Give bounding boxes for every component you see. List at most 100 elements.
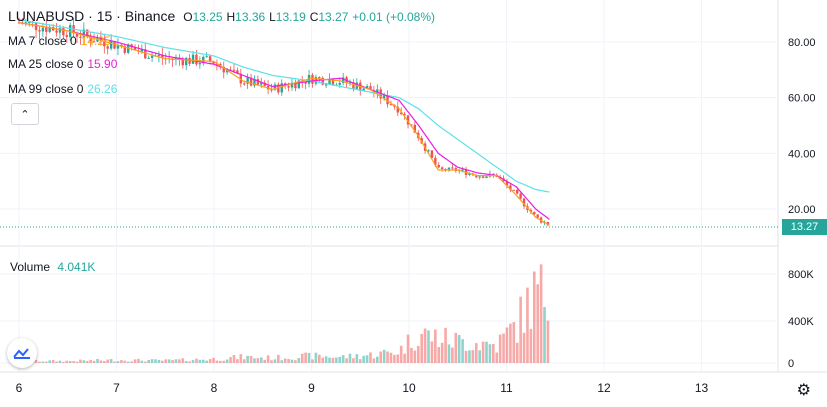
tradingview-logo-icon[interactable]: [7, 338, 37, 368]
volume-bar: [72, 361, 75, 363]
volume-bar: [229, 357, 232, 363]
volume-bar: [468, 350, 471, 363]
symbol-name[interactable]: LUNABUSD: [8, 8, 85, 24]
candle-body: [208, 56, 212, 62]
close-label: C: [309, 10, 319, 24]
volume-bar: [416, 345, 420, 363]
candle-body: [263, 82, 266, 86]
volume-bar: [526, 287, 529, 363]
volume-bar: [222, 360, 226, 363]
ma7-legend[interactable]: MA 7 close 0 14.25: [8, 34, 111, 48]
volume-bar: [297, 358, 301, 363]
candle-body: [396, 106, 399, 113]
candle-body: [273, 84, 277, 90]
volume-bar: [137, 358, 140, 363]
exchange-label: Binance: [124, 8, 176, 24]
volume-bar: [505, 327, 509, 363]
volume-bar: [103, 360, 106, 363]
candle-body: [45, 27, 48, 32]
volume-bar: [249, 355, 253, 363]
time-tick-label: 7: [113, 381, 120, 395]
candle-body: [58, 28, 62, 33]
volume-bar: [79, 359, 82, 363]
ma99-legend[interactable]: MA 99 close 0 26.26: [8, 82, 117, 96]
volume-bar: [454, 332, 458, 363]
candle-body: [161, 54, 164, 59]
volume-bar: [543, 307, 546, 363]
volume-bar: [236, 359, 239, 363]
candle-body: [113, 41, 116, 49]
ma99-value: 26.26: [87, 82, 118, 96]
candle-body: [123, 46, 126, 53]
candle-body: [185, 57, 188, 66]
candle-body: [150, 55, 154, 58]
collapse-legend-button[interactable]: ⌃: [11, 103, 39, 125]
candle-body: [338, 82, 341, 85]
volume-bar: [430, 341, 434, 363]
volume-bar: [536, 284, 539, 363]
candle-body: [236, 70, 239, 74]
volume-bar: [178, 359, 181, 363]
candle-body: [256, 79, 260, 85]
volume-bar: [362, 355, 365, 363]
volume-bar: [123, 360, 127, 363]
volume-bar: [65, 360, 69, 363]
candle-body: [389, 104, 393, 106]
volume-bar: [304, 352, 307, 363]
candle-body: [144, 49, 147, 59]
symbol-legend[interactable]: LUNABUSD · 15 · Binance O13.25 H13.36 L1…: [8, 8, 436, 24]
candle-body: [481, 176, 485, 178]
volume-bar: [328, 357, 331, 363]
candle-body: [62, 28, 65, 36]
price-tick-label: 80.00: [788, 37, 816, 49]
volume-bar: [263, 359, 266, 363]
settings-gear-icon[interactable]: ⚙: [796, 382, 811, 399]
volume-bar: [270, 360, 273, 363]
interval-label[interactable]: 15: [96, 8, 113, 24]
volume-bar: [34, 359, 38, 363]
volume-bar: [318, 354, 321, 363]
volume-bar: [256, 358, 260, 363]
volume-bar: [345, 358, 348, 363]
candle-body: [99, 38, 103, 41]
ma25-value: 15.90: [87, 57, 118, 71]
volume-bar: [399, 345, 403, 363]
candle-body: [86, 29, 89, 36]
volume-bar: [389, 352, 393, 363]
candle-body: [212, 61, 215, 64]
candle-body: [120, 44, 123, 47]
volume-bar: [96, 358, 99, 363]
volume-bar: [314, 352, 318, 363]
volume-bar: [519, 296, 522, 363]
volume-bar: [51, 360, 55, 363]
candle-body: [369, 86, 372, 91]
candle-body: [157, 54, 161, 56]
volume-legend[interactable]: Volume 4.041K: [10, 260, 95, 274]
volume-bar: [464, 350, 468, 363]
candle-body: [485, 176, 488, 178]
volume-bar: [307, 352, 311, 363]
candle-body: [437, 164, 440, 168]
ma25-legend[interactable]: MA 25 close 0 15.90: [8, 57, 117, 71]
low-label: L: [269, 10, 276, 24]
volume-bar: [208, 359, 212, 363]
candle-body: [174, 57, 178, 60]
candle-body: [92, 41, 96, 43]
volume-bar: [410, 347, 413, 363]
volume-bar: [532, 271, 536, 363]
candle-body: [147, 57, 150, 59]
price-tick-label: 40.00: [788, 148, 816, 160]
candle-body: [65, 35, 68, 38]
volume-bar: [55, 361, 58, 363]
volume-bar: [85, 360, 89, 363]
volume-bar: [447, 344, 451, 363]
volume-bar: [403, 353, 406, 363]
volume-bar: [92, 360, 96, 363]
candle-body: [522, 198, 526, 207]
volume-bar: [41, 361, 45, 363]
candle-body: [232, 69, 236, 71]
candle-body: [270, 89, 273, 91]
time-tick-label: 11: [500, 381, 513, 395]
